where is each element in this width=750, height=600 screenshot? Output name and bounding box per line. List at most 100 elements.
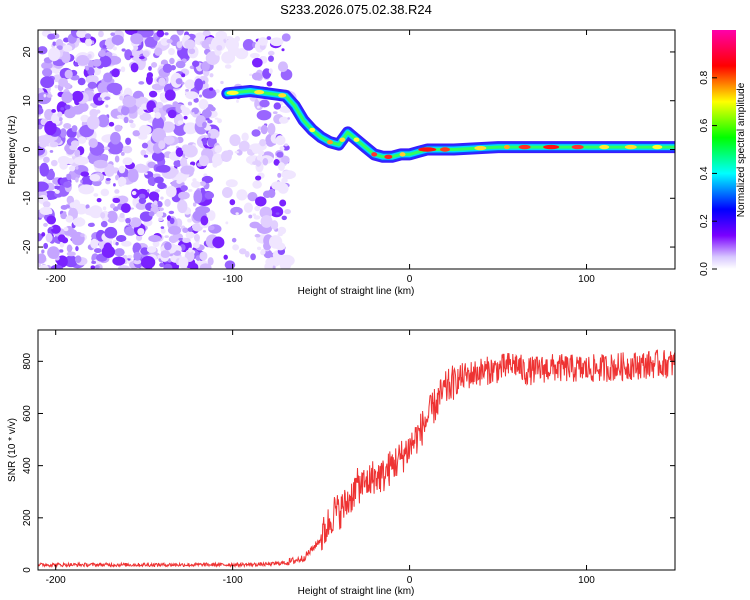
snr-panel: -200 -100 0 100 0 200 400 600 800 Height of str… — [7, 329, 676, 597]
noise-blob — [59, 241, 65, 248]
noise-blob — [130, 62, 139, 73]
noise-blob — [257, 126, 262, 131]
noise-blob — [229, 199, 236, 206]
colorbar-tick-label: 0.8 — [699, 70, 710, 84]
noise-blob — [130, 122, 136, 129]
noise-blob — [144, 172, 148, 175]
noise-blob — [120, 203, 131, 213]
noise-blob — [156, 101, 164, 109]
noise-blob — [91, 260, 97, 265]
noise-blob — [198, 155, 210, 167]
noise-blob — [244, 250, 250, 258]
noise-blob — [64, 104, 71, 110]
noise-blob — [164, 89, 176, 101]
noise-blob — [201, 61, 210, 72]
noise-blob — [123, 116, 129, 124]
noise-blob — [104, 163, 115, 177]
noise-blob — [176, 41, 183, 49]
noise-blob — [208, 225, 215, 231]
noise-blob — [85, 38, 93, 47]
noise-blob — [208, 87, 214, 91]
noise-blob — [41, 61, 53, 70]
noise-blob — [122, 95, 137, 108]
trace-hotspot — [326, 139, 333, 145]
noise-blob — [279, 146, 285, 151]
trace-hotspot — [571, 144, 584, 150]
noise-blob — [146, 188, 150, 193]
noise-blob — [51, 113, 60, 124]
noise-blob — [281, 177, 288, 184]
noise-blob — [200, 215, 209, 226]
noise-blob — [277, 172, 282, 178]
noise-blob — [142, 50, 150, 58]
noise-blob — [48, 47, 61, 62]
noise-blob — [80, 114, 90, 123]
noise-blob — [120, 66, 126, 73]
noise-blob — [128, 119, 134, 124]
noise-blob — [214, 145, 223, 154]
noise-blob — [249, 52, 260, 59]
noise-blob — [113, 183, 116, 187]
noise-blob — [183, 115, 188, 120]
noise-blob — [236, 189, 248, 201]
y-tick-label: 400 — [22, 457, 33, 474]
noise-blob — [160, 250, 171, 259]
noise-blob — [243, 202, 253, 213]
noise-blob — [268, 235, 283, 249]
noise-blob — [212, 236, 225, 249]
noise-blob — [47, 33, 56, 40]
noise-blob — [112, 197, 121, 204]
noise-blob — [272, 265, 276, 269]
noise-blob — [137, 227, 145, 236]
noise-blob — [133, 45, 139, 51]
noise-blob — [145, 42, 150, 47]
noise-blob — [74, 255, 82, 264]
noise-blob — [73, 62, 79, 67]
noise-blob — [248, 214, 253, 219]
noise-blob — [167, 109, 177, 119]
noise-blob — [84, 33, 92, 40]
noise-blob — [61, 91, 73, 104]
noise-blob — [77, 77, 86, 86]
snr-x-axis-label: Height of straight line (km) — [298, 586, 415, 597]
trace-hotspot — [399, 152, 406, 157]
x-tick-label: 100 — [578, 575, 595, 586]
noise-blob — [202, 30, 211, 37]
noise-blob — [57, 155, 70, 165]
noise-blob — [217, 118, 222, 124]
noise-blob — [73, 156, 89, 166]
noise-blob — [138, 81, 145, 85]
noise-blob — [115, 174, 119, 181]
noise-blob — [87, 59, 94, 69]
noise-blob — [110, 32, 116, 36]
noise-blob — [39, 162, 50, 177]
trace-hotspot — [371, 152, 378, 157]
noise-blob — [71, 125, 78, 133]
noise-blob — [185, 89, 189, 92]
x-tick-label: 0 — [407, 575, 413, 586]
noise-blob — [115, 241, 119, 246]
noise-blob — [221, 150, 232, 162]
noise-blob — [168, 210, 175, 215]
noise-blob — [159, 262, 165, 268]
noise-blob — [38, 135, 53, 144]
noise-blob — [281, 155, 290, 165]
noise-blob — [72, 217, 86, 227]
noise-blob — [148, 90, 158, 98]
noise-blob — [177, 120, 184, 125]
noise-blob — [255, 175, 262, 181]
noise-blob — [133, 251, 142, 261]
noise-blob — [224, 64, 232, 69]
noise-blob — [180, 165, 195, 175]
noise-blob — [49, 141, 59, 148]
noise-blob — [63, 181, 72, 188]
noise-blob — [154, 189, 161, 193]
noise-blob — [96, 198, 102, 203]
noise-blob — [66, 244, 73, 253]
noise-blob — [43, 156, 50, 163]
noise-blob — [38, 253, 47, 264]
noise-blob — [54, 84, 59, 89]
noise-blob — [164, 242, 172, 251]
colorbar-label: Normalized spectral amplitude — [736, 82, 747, 217]
